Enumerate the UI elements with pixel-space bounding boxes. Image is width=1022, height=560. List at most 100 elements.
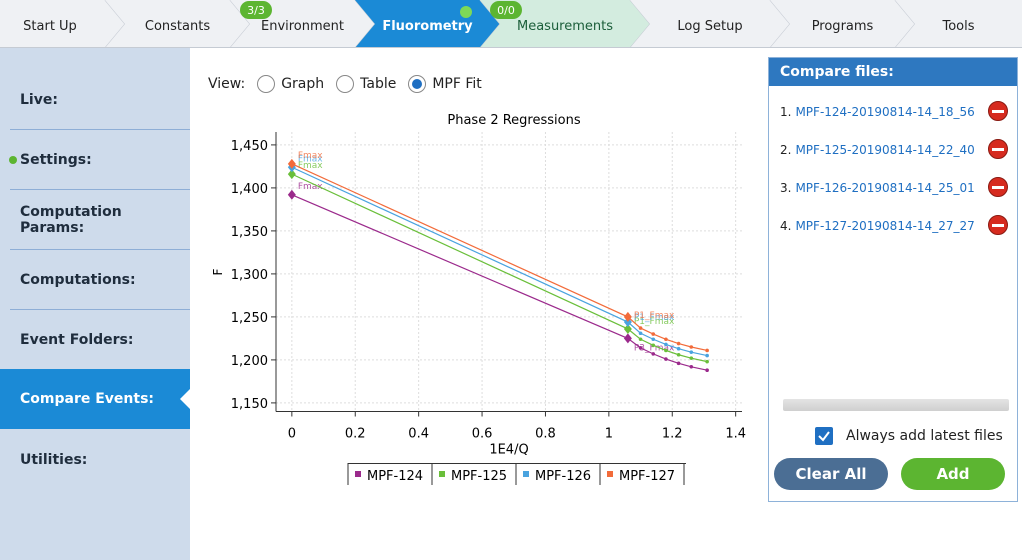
radio-button[interactable]	[336, 75, 355, 93]
data-point	[689, 345, 694, 349]
file-row: 1. MPF-124-20190814-14_18_56	[780, 101, 1012, 122]
x-tick-label: 0.8	[535, 427, 556, 442]
sidebar-item[interactable]: Utilities:	[20, 452, 88, 468]
remove-button[interactable]	[988, 101, 1008, 121]
tab[interactable]	[895, 0, 1022, 48]
tab[interactable]	[630, 0, 790, 48]
point-label: Fmax	[298, 161, 323, 171]
data-point	[664, 357, 668, 361]
radio-button[interactable]	[257, 75, 276, 93]
data-point	[287, 169, 296, 180]
legend-swatch	[355, 471, 361, 477]
radio-label: Table	[360, 76, 397, 92]
file-row: 2. MPF-125-20190814-14_22_40	[780, 139, 1012, 160]
tab-label: Log Setup	[677, 19, 742, 34]
status-dot	[9, 156, 17, 164]
data-point	[689, 364, 694, 369]
sidebar-item[interactable]: Settings:	[20, 152, 92, 168]
data-point	[676, 352, 681, 357]
remove-button[interactable]	[988, 139, 1008, 159]
data-point	[623, 323, 632, 334]
tab[interactable]	[770, 0, 915, 48]
status-dot	[460, 6, 472, 18]
file-number: 3.	[780, 181, 792, 195]
point-label: Fmax	[298, 182, 323, 192]
remove-button[interactable]	[988, 177, 1008, 197]
legend-swatch	[439, 471, 445, 477]
data-point	[638, 331, 643, 336]
file-name[interactable]: MPF-125-20190814-14_22_40	[795, 143, 975, 157]
y-tick-label: 1,200	[231, 354, 268, 369]
data-point	[705, 359, 709, 364]
file-name[interactable]: MPF-126-20190814-14_25_01	[795, 181, 975, 195]
legend-label: MPF-124	[367, 469, 423, 484]
tab[interactable]	[480, 0, 650, 48]
tab-label: Programs	[812, 19, 874, 34]
point-label: P1_Fmax	[634, 311, 675, 321]
y-tick-label: 1,250	[231, 311, 268, 326]
data-point	[638, 337, 643, 342]
data-point	[705, 368, 709, 373]
chart: Phase 2 Regressions 1,150 1,200 1,250 1,300 1…	[211, 113, 746, 485]
data-point	[689, 356, 694, 360]
radio-button[interactable]	[408, 75, 427, 93]
scrollbar[interactable]	[783, 399, 1009, 411]
x-tick-label: 0.2	[345, 427, 366, 442]
data-point	[664, 348, 668, 353]
tab[interactable]	[105, 0, 250, 48]
file-name[interactable]: MPF-124-20190814-14_18_56	[795, 105, 975, 119]
file-number: 1.	[780, 105, 792, 119]
sidebar-item[interactable]: Event Folders:	[20, 332, 134, 348]
file-row: 3. MPF-126-20190814-14_25_01	[780, 177, 1012, 198]
clear-all-button[interactable]: Clear All	[774, 458, 888, 490]
sidebar-item[interactable]: Live:	[20, 92, 58, 108]
sidebar: Live: Settings: Computation Params: Computa…	[0, 48, 190, 560]
legend-label: MPF-127	[619, 469, 675, 484]
checkbox[interactable]	[815, 427, 833, 445]
data-point	[705, 353, 709, 358]
data-point	[651, 352, 656, 356]
tab[interactable]	[0, 0, 125, 48]
point-label: Fmax	[298, 151, 323, 161]
tab-label: Fluorometry	[382, 19, 473, 34]
y-tick-label: 1,150	[231, 397, 268, 412]
point-label: P1_Fmax	[634, 313, 675, 323]
data-point	[287, 158, 296, 169]
sidebar-item[interactable]: Compare Events:	[0, 369, 190, 429]
tab-label: Measurements	[517, 19, 613, 34]
compare-panel: Compare files: Always add latest files C…	[768, 57, 1018, 502]
radio-label: MPF Fit	[432, 76, 482, 92]
data-point	[676, 346, 681, 351]
legend-swatch	[523, 471, 529, 477]
x-tick-label: 1	[605, 427, 613, 442]
x-tick-label: 1.4	[725, 427, 746, 442]
sidebar-item[interactable]: Computations:	[20, 272, 136, 288]
series-line	[291, 173, 708, 363]
data-point	[623, 333, 632, 344]
tab-label: Constants	[145, 19, 210, 34]
x-tick-label: 0	[288, 427, 296, 442]
legend-label: MPF-126	[535, 469, 591, 484]
chart-title: Phase 2 Regressions	[447, 113, 580, 128]
legend-swatch	[607, 471, 613, 477]
tab-label: Environment	[261, 19, 344, 34]
x-tick-label: 0.6	[472, 427, 493, 442]
point-label: P3_Fmax	[634, 343, 675, 353]
y-tick-label: 1,350	[231, 225, 268, 240]
badge-text: 3/3	[247, 4, 265, 17]
badge-text: 0/0	[497, 4, 515, 17]
data-point	[676, 361, 681, 366]
legend-label: MPF-125	[451, 469, 507, 484]
add-button[interactable]: Add	[901, 458, 1005, 490]
file-row: 4. MPF-127-20190814-14_27_27	[780, 215, 1012, 236]
data-point	[623, 317, 632, 328]
data-point	[664, 342, 668, 347]
sidebar-separator	[10, 249, 190, 250]
sidebar-separator	[10, 129, 190, 130]
file-name[interactable]: MPF-127-20190814-14_27_27	[795, 219, 975, 233]
remove-button[interactable]	[988, 215, 1008, 235]
data-point	[705, 348, 709, 353]
sidebar-item[interactable]: Computation Params:	[20, 204, 122, 236]
sidebar-separator	[10, 309, 190, 310]
